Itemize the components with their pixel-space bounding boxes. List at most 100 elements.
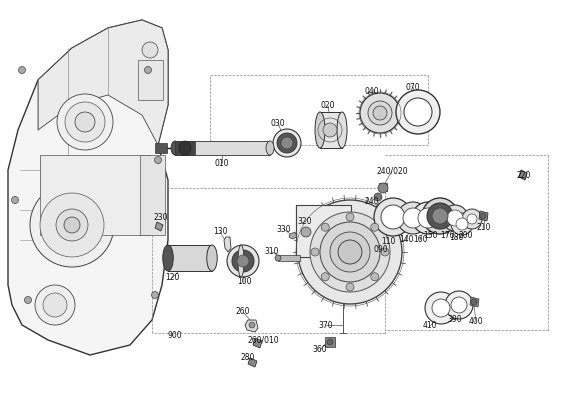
Circle shape bbox=[323, 123, 337, 137]
Circle shape bbox=[346, 213, 354, 221]
Circle shape bbox=[35, 285, 75, 325]
Circle shape bbox=[397, 202, 429, 234]
Circle shape bbox=[412, 202, 444, 234]
Circle shape bbox=[456, 218, 468, 230]
Circle shape bbox=[327, 339, 333, 345]
Circle shape bbox=[227, 245, 259, 277]
Text: 140: 140 bbox=[399, 236, 413, 244]
Circle shape bbox=[277, 133, 297, 153]
Bar bbox=[140, 155, 165, 235]
Circle shape bbox=[310, 212, 390, 292]
Text: 150: 150 bbox=[423, 230, 438, 240]
Text: 170: 170 bbox=[440, 230, 454, 240]
Text: 210: 210 bbox=[477, 224, 491, 232]
Circle shape bbox=[418, 208, 438, 228]
Circle shape bbox=[378, 183, 388, 193]
Circle shape bbox=[374, 198, 412, 236]
Circle shape bbox=[142, 42, 158, 58]
Polygon shape bbox=[224, 237, 231, 252]
Text: 900: 900 bbox=[168, 330, 182, 340]
Circle shape bbox=[381, 248, 389, 256]
Circle shape bbox=[11, 196, 19, 204]
Circle shape bbox=[425, 292, 457, 324]
Text: 240/020: 240/020 bbox=[376, 166, 408, 176]
Text: 100: 100 bbox=[237, 278, 251, 286]
Circle shape bbox=[422, 198, 458, 234]
Circle shape bbox=[232, 250, 254, 272]
Circle shape bbox=[301, 227, 311, 237]
Circle shape bbox=[368, 101, 392, 125]
Text: 370: 370 bbox=[319, 320, 333, 330]
Circle shape bbox=[144, 66, 152, 74]
Polygon shape bbox=[248, 358, 257, 367]
Circle shape bbox=[451, 297, 467, 313]
Text: 310: 310 bbox=[265, 248, 279, 256]
Text: 240: 240 bbox=[365, 196, 379, 206]
Ellipse shape bbox=[179, 141, 191, 155]
Ellipse shape bbox=[207, 245, 217, 271]
Ellipse shape bbox=[171, 141, 179, 155]
Text: 090: 090 bbox=[374, 246, 388, 254]
Circle shape bbox=[311, 248, 319, 256]
Circle shape bbox=[427, 203, 453, 229]
Polygon shape bbox=[289, 232, 297, 239]
Circle shape bbox=[155, 156, 161, 164]
Circle shape bbox=[471, 299, 477, 305]
Circle shape bbox=[30, 183, 114, 267]
Text: 330: 330 bbox=[277, 224, 291, 234]
Bar bbox=[278, 255, 300, 261]
Circle shape bbox=[451, 213, 473, 235]
Circle shape bbox=[480, 213, 486, 219]
Bar bbox=[320, 112, 342, 148]
Circle shape bbox=[24, 296, 32, 304]
Text: 040: 040 bbox=[365, 86, 379, 96]
Circle shape bbox=[467, 214, 477, 224]
Text: 220: 220 bbox=[517, 172, 531, 180]
Polygon shape bbox=[253, 338, 262, 348]
Circle shape bbox=[371, 223, 379, 231]
Circle shape bbox=[403, 208, 423, 228]
Circle shape bbox=[298, 200, 402, 304]
Circle shape bbox=[321, 273, 329, 281]
Text: 160: 160 bbox=[413, 236, 427, 244]
Circle shape bbox=[56, 209, 88, 241]
Circle shape bbox=[152, 292, 158, 298]
Polygon shape bbox=[38, 20, 168, 145]
Text: 120: 120 bbox=[165, 274, 179, 282]
Polygon shape bbox=[519, 170, 527, 180]
Circle shape bbox=[273, 129, 301, 157]
Circle shape bbox=[396, 90, 440, 134]
Circle shape bbox=[374, 193, 382, 201]
Ellipse shape bbox=[275, 255, 281, 261]
Circle shape bbox=[371, 273, 379, 281]
Text: 360: 360 bbox=[312, 346, 327, 354]
Polygon shape bbox=[479, 211, 488, 221]
Bar bbox=[175, 141, 195, 155]
Circle shape bbox=[64, 217, 80, 233]
Circle shape bbox=[281, 137, 293, 149]
Circle shape bbox=[404, 98, 432, 126]
Circle shape bbox=[447, 210, 463, 226]
Ellipse shape bbox=[163, 245, 173, 271]
Ellipse shape bbox=[238, 245, 244, 277]
Text: 400: 400 bbox=[469, 318, 483, 326]
Polygon shape bbox=[155, 222, 163, 231]
Ellipse shape bbox=[315, 112, 325, 148]
Circle shape bbox=[57, 94, 113, 150]
Circle shape bbox=[442, 205, 468, 231]
Circle shape bbox=[346, 283, 354, 291]
Bar bbox=[168, 245, 212, 271]
Circle shape bbox=[237, 255, 249, 267]
Circle shape bbox=[432, 208, 448, 224]
Text: 200: 200 bbox=[459, 230, 473, 240]
Bar bbox=[138, 60, 163, 100]
Text: 110: 110 bbox=[381, 238, 395, 246]
Text: 020: 020 bbox=[321, 102, 335, 110]
Text: 030: 030 bbox=[271, 118, 285, 128]
Circle shape bbox=[445, 291, 473, 319]
Text: 410: 410 bbox=[423, 322, 438, 330]
Bar bbox=[379, 183, 387, 191]
Circle shape bbox=[432, 299, 450, 317]
Text: 230: 230 bbox=[154, 214, 168, 222]
Bar bbox=[40, 155, 150, 235]
